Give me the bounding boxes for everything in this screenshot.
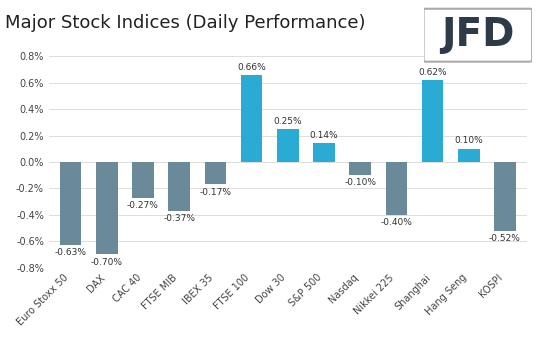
FancyBboxPatch shape bbox=[424, 9, 532, 62]
Bar bbox=[277, 129, 299, 162]
Bar bbox=[60, 162, 81, 245]
Text: -0.10%: -0.10% bbox=[344, 178, 376, 187]
Text: -0.52%: -0.52% bbox=[489, 234, 521, 243]
Text: -0.17%: -0.17% bbox=[199, 188, 231, 197]
Text: 0.10%: 0.10% bbox=[454, 137, 483, 145]
Bar bbox=[422, 80, 444, 162]
Text: -0.27%: -0.27% bbox=[127, 201, 159, 210]
Text: JFD: JFD bbox=[441, 16, 515, 54]
Bar bbox=[168, 162, 190, 211]
Bar bbox=[205, 162, 226, 184]
Bar bbox=[349, 162, 371, 175]
Bar bbox=[313, 144, 335, 162]
Text: -0.40%: -0.40% bbox=[381, 218, 412, 227]
Bar bbox=[241, 75, 262, 162]
Text: 0.25%: 0.25% bbox=[274, 117, 302, 126]
Text: Major Stock Indices (Daily Performance): Major Stock Indices (Daily Performance) bbox=[5, 14, 366, 32]
Text: -0.70%: -0.70% bbox=[91, 258, 123, 266]
Bar bbox=[494, 162, 516, 231]
Bar bbox=[458, 149, 479, 162]
Bar bbox=[386, 162, 407, 215]
Text: 0.62%: 0.62% bbox=[418, 68, 447, 77]
Text: 0.14%: 0.14% bbox=[310, 131, 338, 140]
Text: -0.63%: -0.63% bbox=[55, 249, 86, 257]
Bar bbox=[96, 162, 118, 254]
Bar bbox=[132, 162, 154, 197]
Text: -0.37%: -0.37% bbox=[163, 214, 195, 223]
Text: 0.66%: 0.66% bbox=[237, 63, 266, 71]
